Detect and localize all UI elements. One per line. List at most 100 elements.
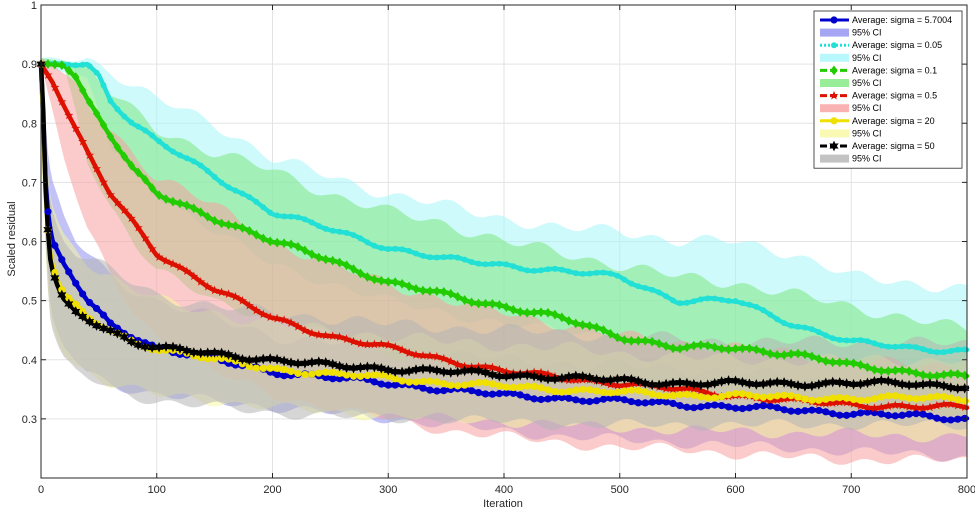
series-point [259, 233, 267, 244]
series-point [190, 203, 198, 214]
series-point [606, 389, 615, 397]
series-point [502, 389, 510, 397]
series-point [745, 343, 754, 354]
series-point [322, 254, 330, 265]
series-point [141, 174, 149, 185]
series-point [362, 339, 372, 349]
series-point [586, 397, 594, 406]
series-point [474, 388, 483, 397]
series-point [135, 123, 142, 130]
series-point [913, 344, 920, 351]
series-point [342, 260, 351, 271]
series-point [315, 222, 322, 229]
legend-ci-swatch-4 [820, 104, 849, 113]
series-point [731, 389, 740, 398]
series-point [738, 343, 747, 354]
x-axis-label: Iteration [483, 498, 523, 510]
series-point [891, 392, 899, 400]
series-point [113, 142, 122, 153]
series-point [433, 286, 441, 297]
series-point [86, 298, 94, 307]
series-point [897, 400, 907, 410]
series-point [232, 187, 239, 194]
series-point [133, 222, 143, 232]
y-tick-label: 1 [31, 0, 37, 12]
legend-marker-2 [831, 42, 838, 49]
series-point [162, 194, 170, 204]
series-point [64, 110, 74, 120]
series-point [91, 320, 102, 331]
series-point [217, 218, 226, 229]
series-point [600, 269, 607, 276]
series-point [447, 288, 455, 299]
series-point [787, 349, 795, 359]
series-point [377, 275, 386, 286]
series-point [544, 395, 552, 403]
series-point [425, 363, 435, 375]
series-point [426, 377, 434, 385]
series-point [482, 261, 489, 268]
series-point [516, 391, 524, 399]
series-point [364, 239, 371, 246]
series-point [474, 379, 483, 387]
series-point [147, 244, 157, 253]
series-point [676, 300, 683, 307]
series-point [487, 369, 497, 381]
x-tick-label: 800 [958, 484, 975, 496]
series-point [593, 269, 600, 276]
series-point [279, 355, 289, 367]
series-point [773, 392, 781, 400]
legend-ci-swatch-5 [820, 129, 849, 138]
series-point [855, 401, 866, 410]
series-point [412, 378, 420, 386]
series-point [301, 216, 308, 223]
series-point [725, 297, 732, 304]
series-point [252, 364, 260, 372]
series-point [711, 394, 719, 402]
series-point [343, 229, 350, 236]
series-point [328, 358, 338, 370]
series-point [925, 402, 935, 412]
series-point [857, 337, 864, 344]
series-point [745, 391, 753, 399]
series-point [426, 286, 434, 296]
series-point [822, 356, 830, 366]
series-point [72, 72, 80, 82]
series-point [294, 241, 302, 252]
series-point [829, 410, 837, 418]
series-point [815, 396, 823, 404]
series-point [398, 278, 406, 289]
series-point [884, 392, 892, 400]
series-point [815, 406, 823, 415]
y-tick-label: 0.4 [22, 355, 37, 367]
x-tick-label: 700 [842, 484, 860, 496]
series-point [752, 392, 760, 401]
series-point [433, 378, 441, 386]
series-point [440, 380, 448, 388]
series-point [335, 257, 344, 268]
series-point [689, 378, 699, 390]
series-point [829, 357, 837, 368]
series-point [169, 148, 176, 155]
series-point [120, 151, 129, 162]
series-point [766, 348, 774, 359]
y-tick-label: 0.9 [22, 59, 37, 71]
series-point [176, 198, 184, 209]
series-point [85, 97, 94, 108]
series-point [537, 395, 545, 404]
x-tick-label: 400 [495, 484, 513, 496]
series-point [912, 368, 920, 378]
y-axis-label: Scaled residual [6, 201, 18, 276]
series-point [815, 354, 823, 364]
series-point [329, 227, 336, 234]
series-point [224, 289, 233, 298]
series-point [829, 394, 837, 402]
series-point [599, 395, 608, 403]
series-point [279, 315, 289, 324]
series-point [871, 340, 878, 347]
series-point [280, 372, 288, 380]
series-point [780, 391, 788, 399]
series-point [315, 252, 323, 263]
series-point [397, 345, 407, 354]
series-point [336, 228, 343, 235]
